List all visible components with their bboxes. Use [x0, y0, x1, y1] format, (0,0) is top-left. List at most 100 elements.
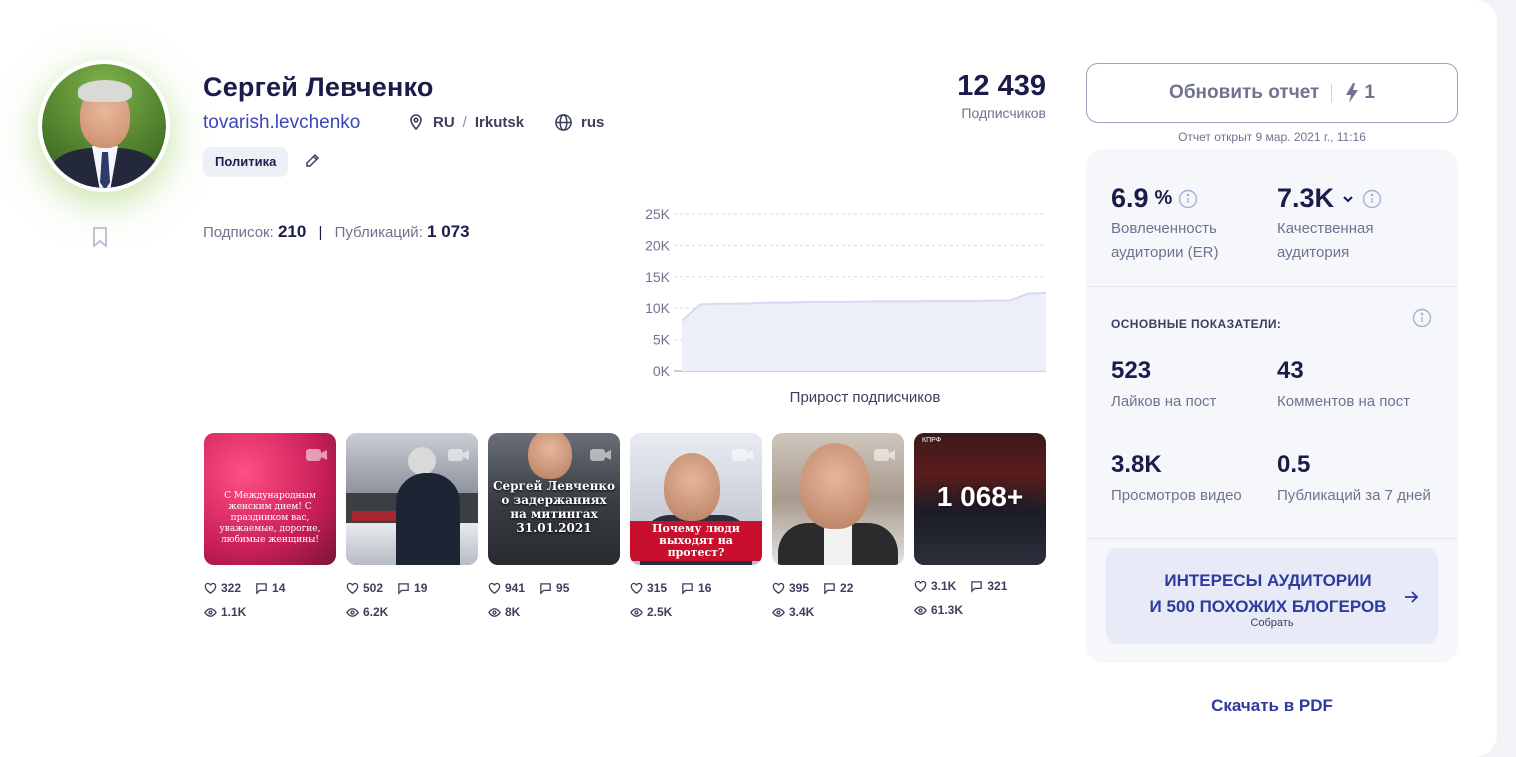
location: RU / Irkutsk: [407, 113, 524, 131]
post-caption: Почему люди выходят на протест?: [630, 521, 762, 561]
button-divider: [1331, 84, 1333, 102]
profile-handle[interactable]: tovarish.levchenko: [203, 112, 361, 133]
heart-icon: [630, 582, 643, 594]
info-icon[interactable]: [1178, 189, 1198, 209]
comment-icon: [824, 582, 835, 595]
comment-icon: [682, 582, 693, 595]
comment-icon: [256, 582, 267, 595]
video-views-label: Просмотров видео: [1111, 487, 1242, 504]
y-tick-label: 20K: [645, 237, 671, 253]
post-thumbnail-more[interactable]: КПРФ 1 068+: [914, 433, 1046, 565]
audience-interests-button[interactable]: ИНТЕРЕСЫ АУДИТОРИИ И 500 ПОХОЖИХ БЛОГЕРО…: [1106, 548, 1438, 644]
quality-value: 7.3K: [1277, 183, 1335, 213]
followers-block: 12 439 Подписчиков: [957, 70, 1046, 121]
followers-growth-chart: 0K 5K 10K 15K 20K 25K Прирост подписчиков: [630, 200, 1060, 415]
credits-count: 1: [1364, 82, 1375, 103]
posts-label: Публикаций:: [334, 224, 423, 241]
following-value: 210: [277, 222, 307, 241]
comments-per-post-value: 43: [1277, 357, 1304, 384]
likes-count: 395: [789, 581, 810, 595]
report-opened-date: Отчет открыт 9 мар. 2021 г., 11:16: [1178, 130, 1366, 144]
series-area: [682, 292, 1046, 371]
location-pin-icon: [410, 114, 422, 131]
eye-icon: [772, 607, 785, 617]
interests-sub: Собрать: [1250, 617, 1294, 629]
posts-7d-value: 0.5: [1277, 451, 1311, 478]
likes-count: 502: [363, 581, 384, 595]
category-tag[interactable]: Политика: [203, 147, 289, 177]
info-icon[interactable]: [1412, 308, 1432, 328]
comment-icon: [398, 582, 409, 595]
post-thumbnail-1[interactable]: С Международным женским днем! С праздник…: [204, 433, 336, 565]
post-stats-3: 941 95 8K: [488, 578, 620, 622]
eye-icon: [488, 607, 501, 617]
heart-icon: [346, 582, 359, 594]
divider: [1086, 538, 1458, 539]
lightning-icon: [1346, 83, 1359, 103]
likes-count: 941: [505, 581, 526, 595]
interests-line-2: И 500 ПОХОЖИХ БЛОГЕРОВ: [1149, 597, 1387, 616]
views-count: 1.1K: [221, 605, 247, 619]
country: RU: [433, 113, 455, 131]
y-tick-label: 25K: [645, 206, 671, 222]
posts-value: 1 073: [427, 222, 470, 241]
info-icon[interactable]: [1362, 189, 1382, 209]
video-camera-icon: [306, 449, 327, 461]
video-camera-icon: [874, 449, 895, 461]
er-unit: %: [1154, 187, 1173, 209]
post-stats-total: 3.1K 321 61.3K: [914, 576, 1046, 620]
heart-icon: [914, 580, 927, 592]
heart-icon: [488, 582, 501, 594]
video-camera-icon: [448, 449, 469, 461]
post-stats-4: 315 16 2.5K: [630, 578, 762, 622]
views-count: 6.2K: [363, 605, 389, 619]
comments-count: 14: [272, 581, 286, 595]
language: rus: [554, 113, 604, 132]
series-line: [681, 291, 1047, 322]
y-tick-label: 10K: [645, 300, 671, 316]
y-tick-label: 0K: [653, 363, 671, 379]
stats-divider: |: [318, 224, 323, 241]
edit-icon[interactable]: [304, 153, 320, 169]
post-stats-2: 502 19 6.2K: [346, 578, 478, 622]
post-caption: Сергей Левченко о задержаниях на митинга…: [492, 479, 616, 535]
profile-stats: Подписок: 210 | Публикаций: 1 073: [203, 222, 470, 242]
post-thumbnail-3[interactable]: Сергей Левченко о задержаниях на митинга…: [488, 433, 620, 565]
post-banner: КПРФ: [922, 437, 942, 444]
bookmark-icon[interactable]: [91, 226, 109, 248]
chevron-down-icon[interactable]: [1340, 191, 1356, 207]
post-thumbnail-2[interactable]: [346, 433, 478, 565]
followers-count: 12 439: [957, 70, 1046, 102]
post-caption: С Международным женским днем! С праздник…: [219, 491, 321, 545]
post-thumbnail-4[interactable]: Почему люди выходят на протест?: [630, 433, 762, 565]
refresh-report-button[interactable]: Обновить отчет 1: [1086, 63, 1458, 123]
views-count: 3.4K: [789, 605, 815, 619]
more-posts-count: 1 068+: [936, 481, 1024, 512]
video-views-value: 3.8K: [1111, 451, 1162, 478]
views-count: 8K: [505, 605, 521, 619]
heart-icon: [204, 582, 217, 594]
comments-count: 95: [556, 581, 570, 595]
posts-7d-label: Публикаций за 7 дней: [1277, 487, 1431, 504]
location-separator: /: [462, 113, 467, 131]
eye-icon: [914, 605, 927, 615]
section-title: ОСНОВНЫЕ ПОКАЗАТЕЛИ:: [1111, 317, 1282, 331]
interests-line-1: ИНТЕРЕСЫ АУДИТОРИИ: [1164, 571, 1372, 590]
divider: [1086, 286, 1458, 287]
comment-icon: [971, 580, 983, 593]
arrow-right-icon: [1405, 591, 1419, 603]
download-pdf-link[interactable]: Скачать в PDF: [1211, 696, 1333, 715]
eye-icon: [204, 607, 217, 617]
likes-per-post-value: 523: [1111, 357, 1152, 384]
likes-count: 3.1K: [931, 579, 957, 593]
following-label: Подписок:: [203, 224, 274, 241]
y-tick-label: 15K: [645, 269, 671, 285]
post-thumbnail-5[interactable]: [772, 433, 904, 565]
quality-label: Качественная аудитория: [1277, 220, 1374, 261]
scrollbar[interactable]: [1497, 0, 1516, 757]
city: Irkutsk: [474, 113, 525, 131]
followers-label: Подписчиков: [961, 105, 1046, 121]
views-count: 61.3K: [931, 603, 964, 617]
post-stats-5: 395 22 3.4K: [772, 578, 904, 622]
